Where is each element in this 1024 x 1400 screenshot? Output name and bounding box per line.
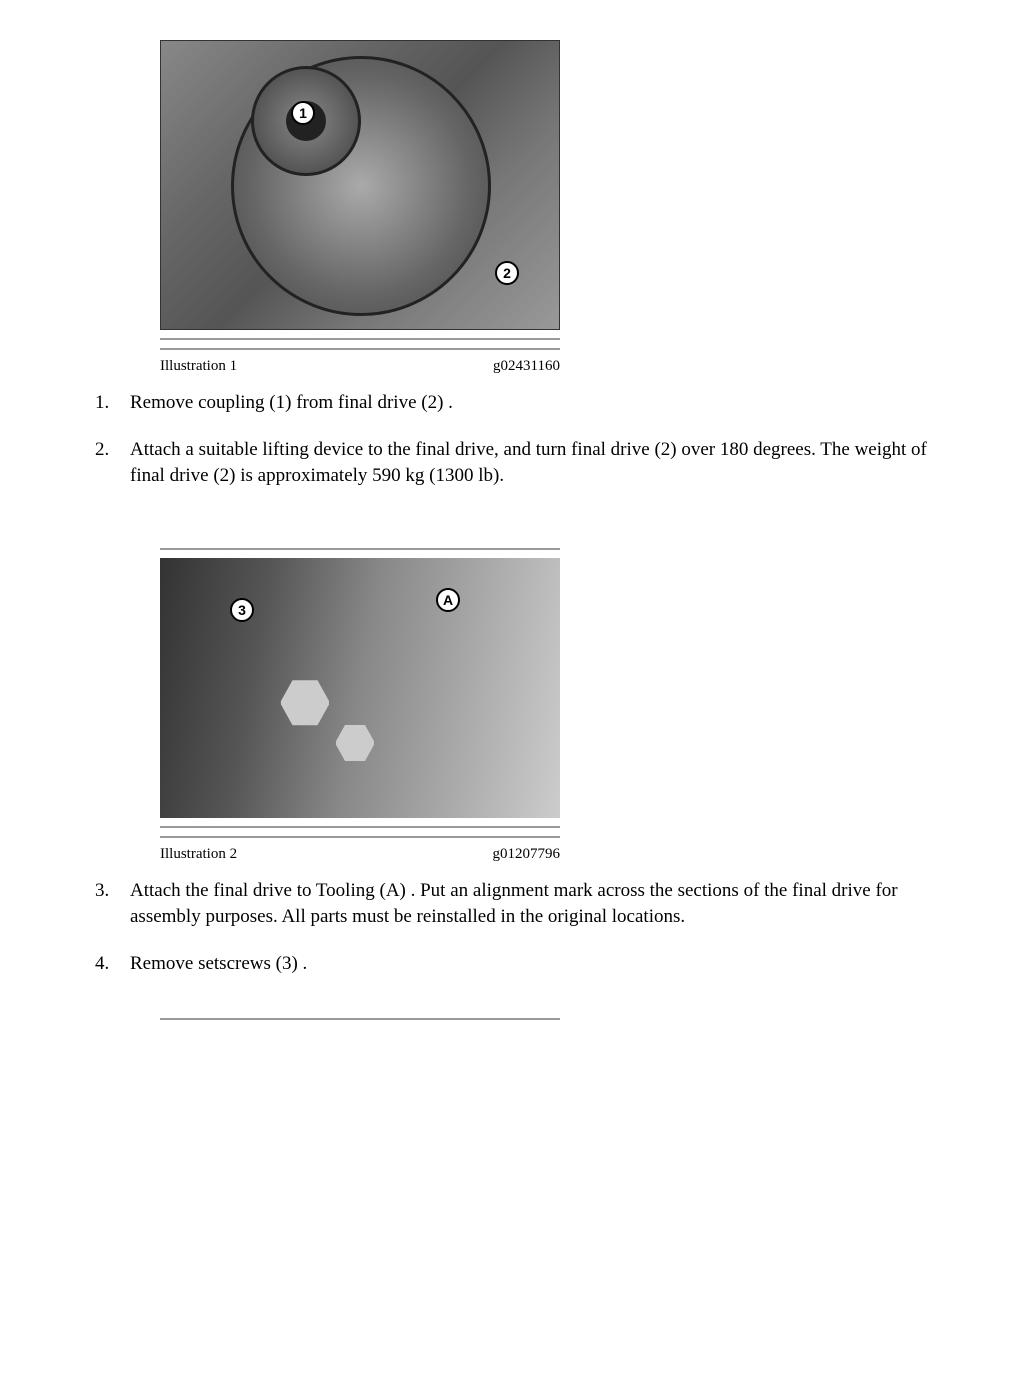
step-2: Attach a suitable lifting device to the …: [60, 437, 964, 490]
illustration-2-code: g01207796: [493, 846, 561, 863]
illustration-1-label: Illustration 1: [160, 358, 237, 375]
setscrew-graphic-1: [280, 678, 330, 728]
illustration-1-image: 1 2: [160, 40, 560, 330]
callout-1: 1: [291, 101, 315, 125]
caption-divider-top-2: [160, 826, 560, 828]
illustration-2-caption: Illustration 2 g01207796: [160, 836, 560, 863]
illustration-2-label: Illustration 2: [160, 846, 237, 863]
figure-2-divider-top: [160, 548, 560, 550]
step-4: Remove setscrews (3) .: [60, 951, 964, 978]
bottom-divider: [160, 1018, 560, 1020]
steps-list-1: Remove coupling (1) from final drive (2)…: [60, 390, 964, 490]
steps-list-2: Attach the final drive to Tooling (A) . …: [60, 878, 964, 978]
illustration-1-caption: Illustration 1 g02431160: [160, 348, 560, 375]
setscrew-graphic-2: [335, 723, 375, 763]
callout-a: A: [436, 588, 460, 612]
figure-2-container: 3 A Illustration 2 g01207796: [160, 548, 964, 863]
illustration-2-image: 3 A: [160, 558, 560, 818]
caption-divider-top: [160, 338, 560, 340]
callout-2: 2: [495, 261, 519, 285]
step-3: Attach the final drive to Tooling (A) . …: [60, 878, 964, 931]
step-1: Remove coupling (1) from final drive (2)…: [60, 390, 964, 417]
illustration-1-code: g02431160: [493, 358, 560, 375]
callout-3: 3: [230, 598, 254, 622]
figure-1-container: 1 2 Illustration 1 g02431160: [160, 40, 964, 375]
